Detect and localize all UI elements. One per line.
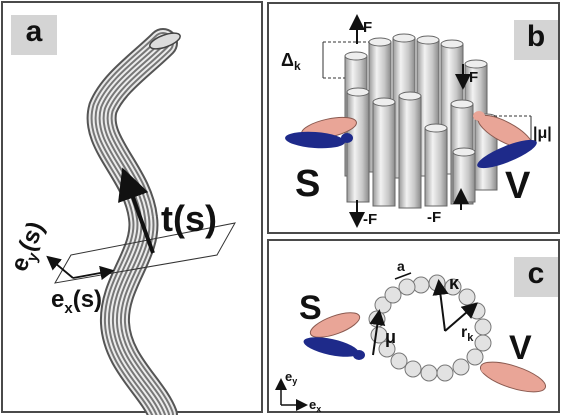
rk-arrow [444, 302, 479, 332]
a-label: a [397, 258, 405, 274]
s-label-c: S [299, 289, 322, 327]
filament-bundle-diagram: t(s) ey(s) ex(s) [6, 28, 236, 415]
axis-ex-label: ex [309, 397, 321, 414]
force-label-top: F [363, 19, 372, 36]
ey-arrow [46, 255, 74, 279]
mu-label-c: μ [385, 327, 396, 347]
panel-c: c a κ rk μ [267, 239, 560, 414]
delta-label: Δk [281, 50, 301, 73]
v-motor-head [473, 111, 537, 169]
force-label-bottom-left: -F [363, 211, 377, 228]
cross-section-plane [54, 222, 236, 284]
ex-label: ex(s) [51, 286, 102, 317]
ex-arrow [72, 265, 115, 281]
rk-label: rk [461, 324, 474, 344]
v-label-b: V [505, 165, 531, 207]
v-motor-head-c [479, 361, 547, 393]
rod-bundle-diagram: Δk |μ| F F -F -F S V [281, 14, 552, 228]
v-label-c: V [509, 329, 532, 367]
kappa-arrow [432, 279, 449, 332]
kappa-label: κ [449, 273, 460, 293]
axis-ey-label: ey [285, 369, 297, 386]
rod-bundle [344, 33, 498, 209]
s-motor-head-c [303, 312, 365, 360]
panel-b: b [267, 2, 560, 234]
panel-label-b: b [514, 20, 558, 60]
cross-section-diagram: a κ rk μ S V ey ex [275, 258, 547, 414]
ey-label: ey(s) [6, 218, 54, 277]
mu-arrow [369, 309, 386, 356]
tangent-label: t(s) [161, 198, 217, 239]
tangent-arrow [118, 167, 155, 254]
s-label-b: S [295, 163, 320, 205]
force-label-right: F [469, 69, 478, 86]
force-label-bottom-right: -F [427, 209, 441, 226]
mu-magnitude-label: |μ| [533, 125, 552, 142]
filament-bundle [86, 28, 181, 415]
panel-a: a t(s) ey(s) ex [1, 1, 263, 415]
panel-label-c: c [514, 257, 558, 297]
panel-label-a: a [11, 15, 57, 55]
s-motor-head [285, 116, 357, 149]
delta-bracket [322, 41, 369, 79]
a-spacing-line [394, 272, 412, 280]
